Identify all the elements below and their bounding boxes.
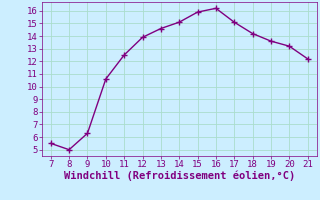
X-axis label: Windchill (Refroidissement éolien,°C): Windchill (Refroidissement éolien,°C): [64, 171, 295, 181]
